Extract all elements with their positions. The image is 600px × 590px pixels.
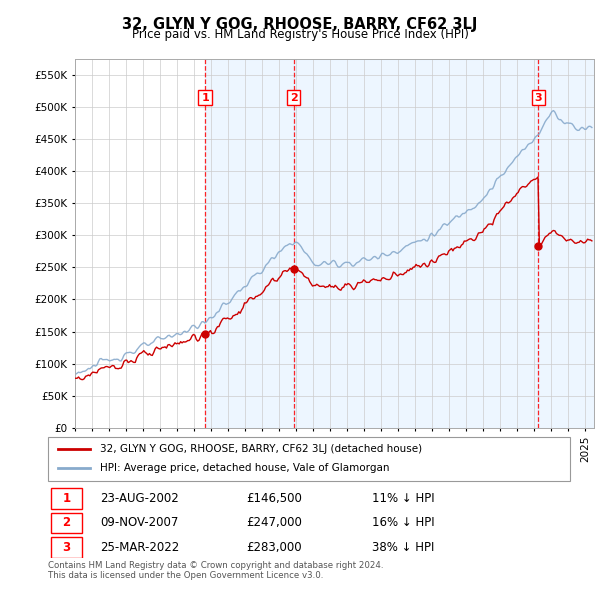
Bar [294, 59, 538, 428]
Text: 32, GLYN Y GOG, RHOOSE, BARRY, CF62 3LJ: 32, GLYN Y GOG, RHOOSE, BARRY, CF62 3LJ [122, 17, 478, 31]
Text: £283,000: £283,000 [247, 540, 302, 554]
Bar [205, 59, 294, 428]
Text: 23-AUG-2002: 23-AUG-2002 [100, 492, 179, 505]
FancyBboxPatch shape [50, 489, 82, 509]
Text: Price paid vs. HM Land Registry's House Price Index (HPI): Price paid vs. HM Land Registry's House … [131, 28, 469, 41]
Text: 1: 1 [201, 93, 209, 103]
Text: HPI: Average price, detached house, Vale of Glamorgan: HPI: Average price, detached house, Vale… [100, 464, 390, 473]
Text: 3: 3 [62, 540, 70, 554]
FancyBboxPatch shape [50, 513, 82, 533]
Text: 11% ↓ HPI: 11% ↓ HPI [371, 492, 434, 505]
Text: 09-NOV-2007: 09-NOV-2007 [100, 516, 179, 529]
Text: 1: 1 [62, 492, 70, 505]
Bar [538, 59, 594, 428]
Text: 2: 2 [62, 516, 70, 529]
Text: Contains HM Land Registry data © Crown copyright and database right 2024.
This d: Contains HM Land Registry data © Crown c… [48, 560, 383, 580]
Text: 38% ↓ HPI: 38% ↓ HPI [371, 540, 434, 554]
Text: £146,500: £146,500 [247, 492, 302, 505]
FancyBboxPatch shape [50, 537, 82, 558]
Text: 25-MAR-2022: 25-MAR-2022 [100, 540, 179, 554]
FancyBboxPatch shape [48, 437, 570, 481]
Text: 32, GLYN Y GOG, RHOOSE, BARRY, CF62 3LJ (detached house): 32, GLYN Y GOG, RHOOSE, BARRY, CF62 3LJ … [100, 444, 422, 454]
Text: £247,000: £247,000 [247, 516, 302, 529]
Text: 2: 2 [290, 93, 298, 103]
Text: 3: 3 [535, 93, 542, 103]
Text: 16% ↓ HPI: 16% ↓ HPI [371, 516, 434, 529]
